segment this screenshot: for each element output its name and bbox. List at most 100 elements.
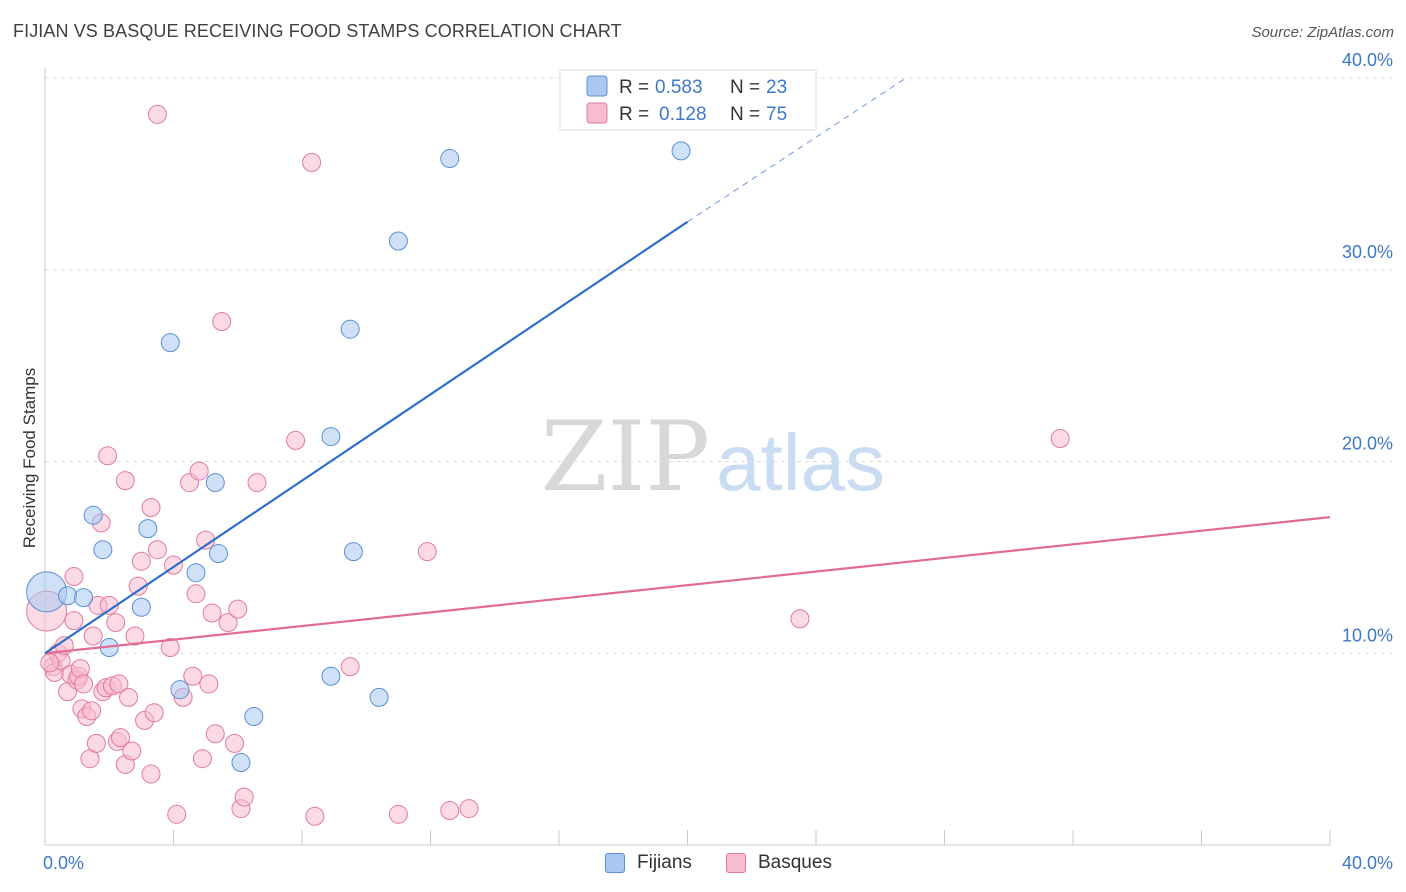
y-tick-label: 30.0% [1342, 242, 1393, 262]
basque-point [459, 799, 479, 819]
basque-point [205, 724, 225, 744]
basque-point [83, 626, 103, 646]
basque-point [218, 613, 238, 633]
fijians-r-value: 0.583 [655, 77, 703, 98]
basque-point [82, 701, 102, 721]
basque-point [183, 666, 203, 686]
fijians-points [26, 141, 691, 773]
basque-point [141, 498, 161, 518]
y-tick-label: 10.0% [1342, 625, 1393, 645]
fijian-point [244, 707, 264, 727]
chart-title: FIJIAN VS BASQUE RECEIVING FOOD STAMPS C… [13, 21, 622, 41]
basques-n-value: 75 [766, 104, 787, 125]
basque-point [212, 312, 232, 332]
basques-r-value: 0.128 [659, 104, 707, 125]
y-tick-label: 20.0% [1342, 434, 1393, 454]
fijian-point [369, 687, 389, 707]
y-axis-tick-labels: 10.0% 20.0% 30.0% 40.0% [1342, 50, 1393, 645]
fijian-point [131, 597, 151, 617]
fijian-point [671, 141, 691, 161]
basque-point [388, 804, 408, 824]
fijian-point [208, 544, 228, 564]
basques-r-label: R = [619, 104, 649, 125]
basque-point [144, 703, 164, 723]
basque-point [147, 540, 167, 560]
basque-point [286, 430, 306, 450]
basque-point [305, 806, 325, 826]
fijians-n-value: 23 [766, 77, 787, 98]
basque-point [110, 728, 130, 748]
basque-point [234, 787, 254, 807]
watermark-atlas: atlas [716, 418, 885, 507]
fijians-n-label: N = [730, 77, 760, 98]
fijian-point [340, 319, 360, 339]
fijians-r-label: R = [619, 77, 649, 98]
fijian-point [83, 505, 103, 525]
fijians-legend-label: Fijians [637, 852, 692, 873]
basque-point [247, 473, 267, 493]
basque-point [70, 659, 90, 679]
fijian-point [93, 540, 113, 560]
fijian-point [170, 680, 190, 700]
basque-point [167, 804, 187, 824]
basque-point [128, 576, 148, 596]
fijian-point [231, 753, 251, 773]
legend-item-fijians[interactable]: Fijians [605, 852, 692, 874]
fijian-point [343, 542, 363, 562]
fijian-point [321, 427, 341, 447]
watermark-zip: ZIP [541, 401, 710, 513]
basques-trend-line [44, 516, 1331, 655]
basque-point [186, 584, 206, 604]
fijian-point [440, 149, 460, 169]
x-tick-label-min: 0.0% [43, 853, 84, 873]
basque-point [131, 551, 151, 571]
basque-point [228, 599, 248, 619]
basque-point [119, 687, 139, 707]
basque-point [302, 152, 322, 172]
basque-point [86, 733, 106, 753]
basque-point [417, 542, 437, 562]
chart-source: Source: ZipAtlas.com [1251, 24, 1394, 41]
basque-point [141, 764, 161, 784]
basque-point [189, 461, 209, 481]
basques-points [26, 104, 1070, 826]
trend-lines [44, 77, 1331, 655]
basque-point [106, 613, 126, 633]
basque-point [192, 749, 212, 769]
basque-point [1050, 428, 1070, 448]
basque-point [147, 104, 167, 124]
fijian-point [321, 666, 341, 686]
basque-point [160, 637, 180, 657]
basque-point [790, 609, 810, 629]
fijian-point [388, 231, 408, 251]
basque-point [109, 674, 129, 694]
x-axis-ticks [44, 830, 1331, 845]
basque-point [122, 741, 142, 761]
legend-item-basques[interactable]: Basques [726, 852, 832, 874]
basque-point [98, 446, 118, 466]
stats-legend: R = 0.583 N = 23 R = 0.128 N = 75 [559, 69, 817, 131]
fijians-trend-line [44, 220, 689, 655]
fijian-point [160, 333, 180, 353]
basques-legend-swatch [586, 102, 608, 124]
basques-n-label: N = [730, 104, 760, 125]
basque-point [40, 653, 60, 673]
fijians-swatch [605, 853, 625, 873]
series-legend: Fijians Basques [0, 852, 1406, 878]
basque-point [64, 567, 84, 587]
basque-point [64, 611, 84, 631]
fijian-point [186, 563, 206, 583]
basque-point [202, 603, 222, 623]
x-tick-label-max: 40.0% [1342, 853, 1393, 873]
basque-point [74, 674, 94, 694]
fijian-point [57, 586, 77, 606]
fijian-point [138, 519, 158, 539]
y-tick-label: 40.0% [1342, 50, 1393, 70]
basque-point [199, 674, 219, 694]
basque-point [125, 626, 145, 646]
basques-legend-label: Basques [758, 852, 832, 873]
grid-lines [45, 77, 1392, 654]
basque-point [225, 733, 245, 753]
fijians-legend-swatch [586, 75, 608, 97]
